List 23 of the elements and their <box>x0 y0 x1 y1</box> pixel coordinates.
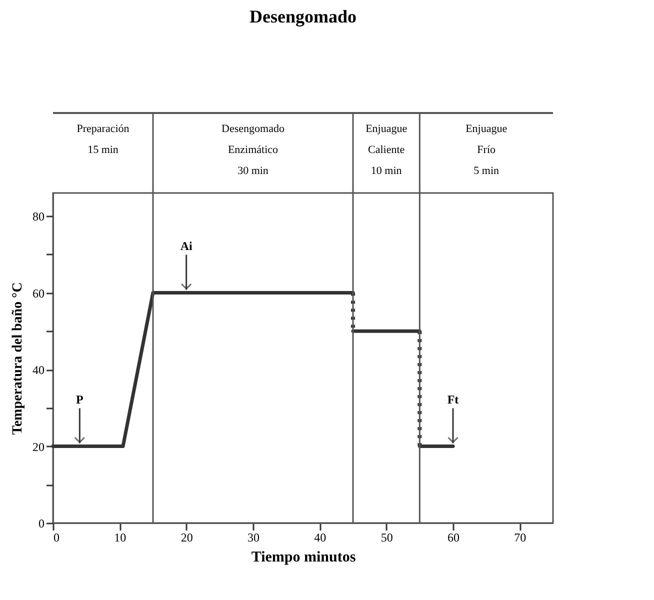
text: Enjuague Frío 5 min <box>466 123 508 177</box>
x-tick-label: 70 <box>514 530 526 544</box>
text: Preparación 15 min <box>76 123 130 156</box>
x-tick-label: 40 <box>314 530 326 544</box>
x-tick-label: 10 <box>114 530 126 544</box>
annotation: Ft <box>447 392 459 406</box>
x-tick-label: 0 <box>54 530 60 544</box>
chart-title: Desengomado <box>250 6 356 26</box>
text: Enjuague Caliente 10 min <box>366 123 408 177</box>
annotation: P <box>76 392 84 406</box>
y-tick-label: 20 <box>32 440 44 454</box>
x-tick-label: 60 <box>448 530 460 544</box>
x-tick-label: 20 <box>180 530 193 544</box>
y-tick-label: 40 <box>32 363 44 378</box>
x-tick-label: 50 <box>380 530 393 544</box>
text: Desengomado Enzimático 30 min <box>222 123 285 177</box>
x-axis-title: Tiempo minutos <box>251 550 356 566</box>
x-tick-label: 30 <box>248 530 260 544</box>
annotation: Ai <box>180 238 193 253</box>
y-tick-label: 80 <box>32 210 44 224</box>
y-tick-label: 60 <box>32 286 44 300</box>
y-tick-label: 0 <box>38 516 44 530</box>
y-axis-title: Temperatura del baño °C <box>10 282 26 435</box>
